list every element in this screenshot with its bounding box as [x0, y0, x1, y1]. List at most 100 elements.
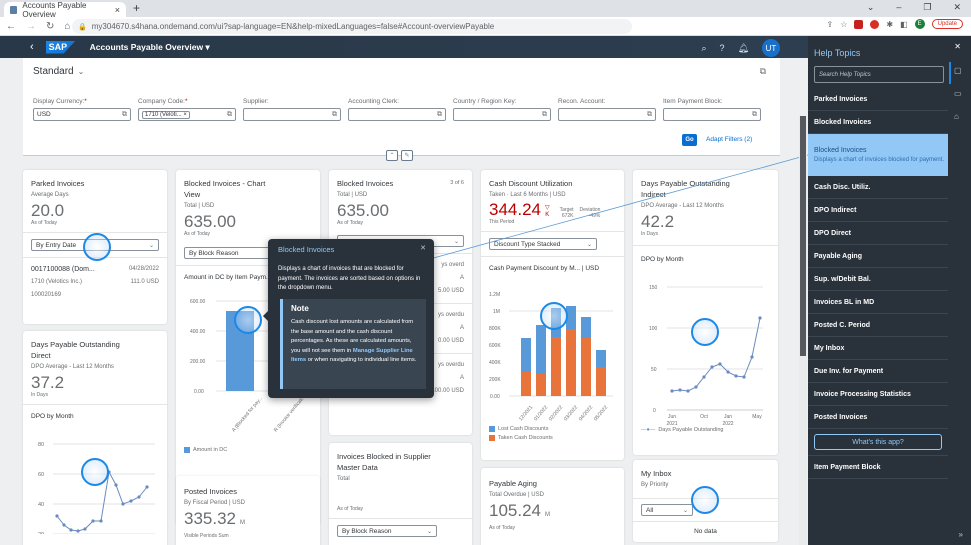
close-tab-icon[interactable]: ×: [114, 4, 120, 15]
browser-tab[interactable]: Accounts Payable Overview ×: [4, 1, 126, 19]
variant-selector[interactable]: Standard ⌄: [33, 66, 84, 77]
legend-label: Days Payable Outstanding: [658, 427, 724, 433]
company-code-input[interactable]: 1710 (Veloti... × ⧉: [138, 108, 236, 121]
url-field[interactable]: 🔒 my304670.s4hana.ondemand.com/ui?sap-la…: [72, 19, 632, 34]
manage-supplier-line-items-link[interactable]: Manage Supplier Line Items: [291, 347, 413, 364]
filter-supplier: Supplier: ⧉: [243, 98, 341, 121]
education-icon[interactable]: ⌂: [954, 112, 959, 121]
company-code-token[interactable]: 1710 (Veloti... ×: [142, 110, 190, 119]
dpo-direct-line-chart[interactable]: 80 60 40 20: [23, 424, 167, 534]
user-avatar[interactable]: UT: [762, 39, 780, 57]
help-item-sup-debit-bal[interactable]: Sup. w/Debit Bal.: [808, 268, 948, 291]
selected-item-desc: Displays a chart of invoices blocked for…: [814, 156, 945, 163]
help-item-my-inbox[interactable]: My Inbox: [808, 337, 948, 360]
pin-header-button[interactable]: ✎: [401, 150, 413, 161]
value-help-icon[interactable]: ⧉: [437, 110, 442, 118]
click-highlight: [81, 458, 109, 486]
list-item[interactable]: 0017100088 (Dom... 04/28/2022: [23, 263, 167, 276]
help-topics-icon[interactable]: ▢: [954, 66, 962, 75]
help-item-dpo-direct[interactable]: DPO Direct: [808, 222, 948, 245]
search-icon[interactable]: ⌕: [701, 42, 707, 53]
whats-this-app-button[interactable]: What's this app?: [814, 434, 942, 450]
back-icon[interactable]: ←: [6, 20, 16, 32]
card-posted-invoices[interactable]: Posted Invoices By Fiscal Period | USD 3…: [176, 476, 320, 545]
close-icon[interactable]: ✕: [954, 42, 961, 51]
extension-icon[interactable]: [854, 19, 864, 29]
share-icon[interactable]: ⇪: [826, 19, 834, 29]
help-item-dpo-indirect[interactable]: DPO Indirect: [808, 199, 948, 222]
card-subtitle: Total Overdue | USD: [489, 492, 544, 498]
expand-panel-icon[interactable]: »: [958, 530, 963, 539]
home-icon[interactable]: ⌂: [64, 20, 71, 32]
help-item-parked-invoices[interactable]: Parked Invoices: [808, 88, 948, 111]
go-button[interactable]: Go: [682, 134, 697, 146]
share-icon[interactable]: ⧉: [759, 66, 766, 76]
minimize-button[interactable]: –: [896, 2, 902, 12]
help-item-posted-c-period[interactable]: Posted C. Period: [808, 314, 948, 337]
active-tab-indicator: [949, 62, 951, 84]
chevron-down-icon: ⌄: [453, 238, 459, 245]
reload-icon[interactable]: ↻: [46, 20, 55, 32]
accounting-clerk-input[interactable]: ⧉: [348, 108, 446, 121]
display-currency-input[interactable]: USD ⧉: [33, 108, 131, 121]
close-icon[interactable]: ✕: [420, 245, 426, 252]
block-reason-dropdown[interactable]: By Block Reason ⌄: [337, 525, 437, 537]
tab-search-icon[interactable]: ⌄: [866, 2, 875, 12]
collapse-header-button[interactable]: ⌃: [386, 150, 398, 161]
svg-text:50: 50: [651, 367, 657, 373]
card-title: Days Payable Outstanding Indirect: [641, 179, 730, 199]
help-item-due-inv[interactable]: Due Inv. for Payment: [808, 360, 948, 383]
overdue-text: ys overdu: [437, 362, 464, 368]
extensions-puzzle-icon[interactable]: ✱: [886, 19, 894, 29]
help-item-cash-disc[interactable]: Cash Disc. Utiliz.: [808, 176, 948, 199]
update-button[interactable]: Update: [931, 19, 963, 29]
back-nav-icon[interactable]: ‹: [30, 41, 34, 53]
card-invoices-blocked-master-data[interactable]: Invoices Blocked in Supplier Master Data…: [329, 443, 472, 545]
profile-avatar[interactable]: E: [914, 19, 925, 29]
help-item-blocked-invoices-selected[interactable]: Blocked Invoices Displays a chart of inv…: [808, 134, 948, 176]
app-title-menu[interactable]: Accounts Payable Overview ▾: [89, 41, 210, 52]
notification-bell-icon[interactable]: 🔔︎: [737, 42, 749, 53]
card-dpo-direct[interactable]: Days Payable Outstanding Direct DPO Aver…: [23, 331, 167, 545]
bookmark-star-icon[interactable]: ☆: [840, 19, 848, 29]
recon-account-input[interactable]: ⧉: [558, 108, 656, 121]
value-help-icon[interactable]: ⧉: [122, 110, 127, 118]
value-help-icon[interactable]: ⧉: [332, 110, 337, 118]
priority-dropdown[interactable]: All ⌄: [641, 504, 693, 516]
adapt-filters-link[interactable]: Adapt Filters (2): [706, 136, 753, 143]
help-item-blocked-invoices[interactable]: Blocked Invoices: [808, 111, 948, 134]
card-payable-aging[interactable]: Payable Aging Total Overdue | USD 105.24…: [481, 468, 624, 545]
restore-button[interactable]: ❐: [923, 2, 932, 12]
scrollbar-thumb[interactable]: [800, 116, 806, 356]
new-tab-button[interactable]: +: [133, 1, 141, 15]
page-scrollbar[interactable]: [799, 116, 807, 545]
card-subtitle: DPO Average - Last 12 Months: [641, 203, 724, 209]
monitor-icon[interactable]: ▭: [954, 89, 962, 98]
chevron-down-icon: ⌄: [682, 507, 688, 514]
help-item-invoices-bl-md[interactable]: Invoices BL in MD: [808, 291, 948, 314]
forward-icon[interactable]: →: [26, 20, 36, 32]
sap-logo[interactable]: SAP: [45, 40, 76, 54]
help-item-item-payment-block[interactable]: Item Payment Block: [808, 456, 948, 479]
supplier-input[interactable]: ⧉: [243, 108, 341, 121]
help-item-payable-aging[interactable]: Payable Aging: [808, 245, 948, 268]
item-payment-block-input[interactable]: ⧉: [663, 108, 761, 121]
card-dpo-indirect[interactable]: Days Payable Outstanding Indirect DPO Av…: [633, 170, 778, 455]
svg-text:800K: 800K: [489, 326, 501, 332]
click-highlight: [691, 318, 719, 346]
discount-type-dropdown[interactable]: Discount Type Stacked ⌄: [489, 238, 597, 250]
kpi-state: In Days: [641, 231, 658, 237]
close-window-button[interactable]: ✕: [953, 2, 961, 12]
help-item-invoice-stats[interactable]: Invoice Processing Statistics: [808, 383, 948, 406]
value-help-icon[interactable]: ⧉: [542, 110, 547, 118]
help-item-posted-invoices[interactable]: Posted Invoices: [808, 406, 948, 429]
side-panel-icon[interactable]: ◧: [900, 19, 908, 29]
help-search-input[interactable]: Search Help Topics: [814, 66, 944, 83]
token-text: 1710 (Veloti...: [145, 111, 182, 118]
country-region-input[interactable]: ⧉: [453, 108, 551, 121]
value-help-icon[interactable]: ⧉: [647, 110, 652, 118]
value-help-icon[interactable]: ⧉: [752, 110, 757, 118]
extension-icon[interactable]: [870, 19, 880, 29]
value-help-icon[interactable]: ⧉: [227, 110, 232, 118]
help-icon[interactable]: ?: [719, 43, 725, 53]
